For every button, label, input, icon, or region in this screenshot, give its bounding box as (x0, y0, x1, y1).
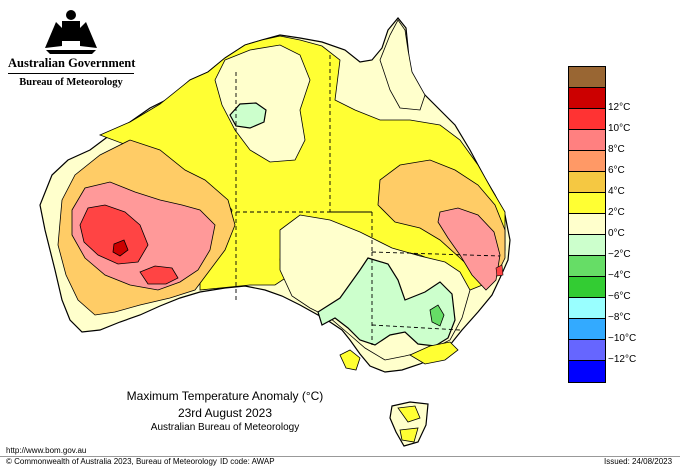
issued-date: Issued: 24/08/2023 (604, 457, 673, 466)
legend-swatch (569, 277, 605, 298)
legend-label: −12°C (608, 354, 637, 365)
anomaly-0c-cape (379, 19, 426, 111)
government-logo: Australian Government Bureau of Meteorol… (8, 8, 135, 98)
bom-url[interactable]: http://www.bom.gov.au (6, 446, 87, 455)
anomaly-8c-east (495, 264, 504, 277)
anomaly-2c-southeast (409, 341, 459, 365)
nsw-vic-border (371, 324, 461, 331)
legend-swatch (569, 193, 605, 214)
legend-label: 0°C (608, 228, 625, 239)
anomaly-8c-small (139, 265, 179, 285)
legend-swatch (569, 151, 605, 172)
anomaly-minus2c-region (317, 257, 456, 347)
legend-label: 6°C (608, 165, 625, 176)
legend-label: −2°C (608, 249, 631, 260)
map-date: 23rd August 2023 (177, 406, 273, 420)
tasmania-2c (397, 405, 421, 423)
legend-swatch (569, 67, 605, 88)
bureau-title: Bureau of Meteorology (19, 77, 123, 88)
legend-swatch (569, 319, 605, 340)
anomaly-minus2c-north (229, 102, 267, 129)
tasmania-outline (389, 401, 429, 447)
anomaly-8c-west (79, 204, 149, 265)
legend-label: 2°C (608, 207, 625, 218)
qld-nsw-border-east (371, 251, 501, 257)
legend-label: 4°C (608, 186, 625, 197)
legend-label: −6°C (608, 291, 631, 302)
anomaly-0c-north (214, 44, 311, 163)
footer-divider (0, 456, 680, 457)
copyright: © Commonwealth of Australia 2023, Bureau… (6, 457, 217, 466)
legend-swatch (569, 130, 605, 151)
legend-swatch (569, 109, 605, 130)
tasmania-2c-south (399, 427, 419, 443)
id-code: ID code: AWAP (220, 457, 275, 466)
legend-swatch (569, 235, 605, 256)
legend-label: −4°C (608, 270, 631, 281)
legend-swatch (569, 256, 605, 277)
coat-of-arms-icon (45, 10, 97, 54)
anomaly-2c-sa (339, 349, 361, 371)
anomaly-10c-spot (112, 239, 129, 257)
anomaly-minus4c-spot (429, 304, 445, 327)
legend-swatch (569, 298, 605, 319)
state-borders (235, 55, 501, 345)
legend-label: −8°C (608, 312, 631, 323)
legend-swatch (569, 172, 605, 193)
color-legend (568, 66, 606, 383)
legend-swatch (569, 214, 605, 235)
map-source: Australian Bureau of Meteorology (150, 422, 300, 433)
legend-swatch (569, 88, 605, 109)
map-title: Maximum Temperature Anomaly (°C) (126, 389, 324, 403)
legend-swatch (569, 361, 605, 382)
legend-label: 10°C (608, 123, 631, 134)
government-title: Australian Government (8, 56, 135, 74)
legend-swatch (569, 340, 605, 361)
legend-label: 12°C (608, 102, 631, 113)
legend-label: −10°C (608, 333, 637, 344)
anomaly-6c-east (437, 207, 501, 291)
legend-label: 8°C (608, 144, 625, 155)
